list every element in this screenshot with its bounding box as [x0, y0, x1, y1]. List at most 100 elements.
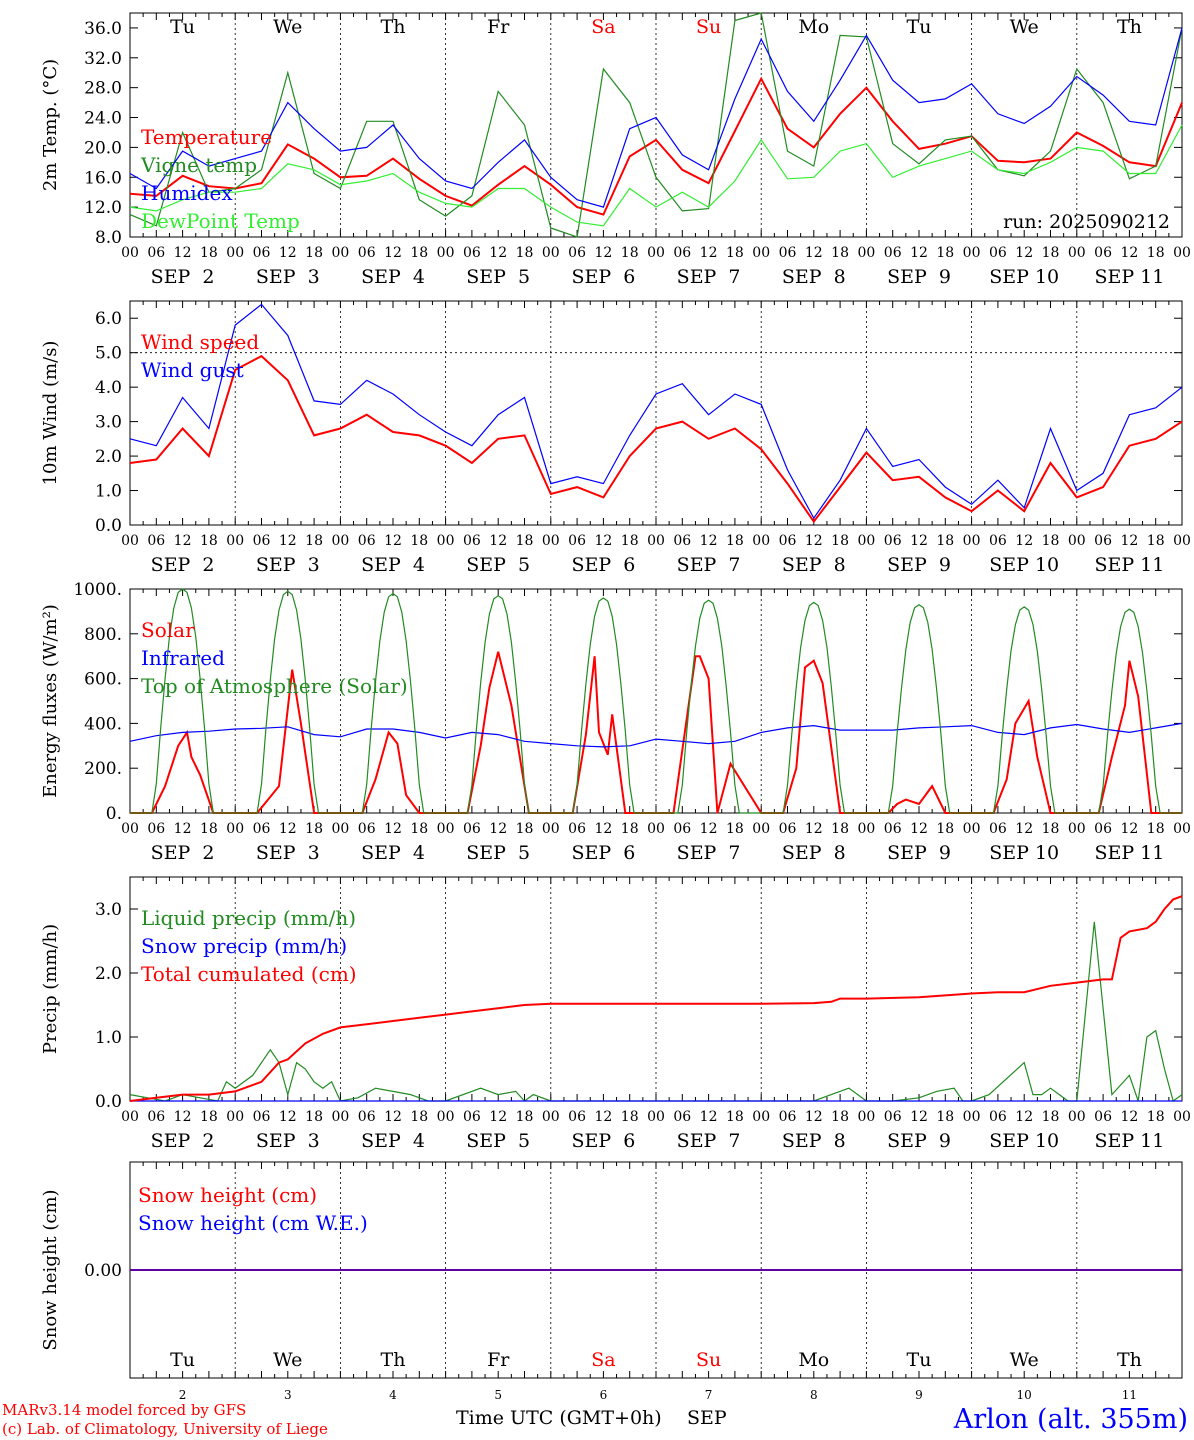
- station-title: Arlon (alt. 355m): [953, 1404, 1188, 1435]
- y-tick-label: 6.0: [95, 309, 122, 329]
- date-label: SEP 6: [571, 1130, 635, 1152]
- hour-tick-label: 18: [200, 1109, 218, 1125]
- hour-tick-label: 00: [647, 1109, 665, 1125]
- date-label: SEP 2: [151, 554, 215, 576]
- hour-tick-label: 00: [857, 821, 875, 837]
- hour-tick-label: 00: [963, 245, 981, 261]
- hour-tick-label: 06: [779, 821, 797, 837]
- y-tick-label: 32.0: [84, 49, 122, 69]
- hour-tick-label: 18: [726, 1109, 744, 1125]
- hour-tick-label: 12: [805, 533, 823, 549]
- day-name-label: Mo: [798, 1349, 829, 1371]
- hour-tick-label: 06: [673, 245, 691, 261]
- day-name-label: We: [273, 16, 302, 38]
- y-tick-label: 600.: [84, 670, 122, 690]
- hour-tick-label: 00: [542, 821, 560, 837]
- hour-tick-label: 00: [963, 821, 981, 837]
- temp-panel: 8.0 12.0 16.0 20.0 24.0 28.0 32.0 36.0 2m Temp. …: [40, 12, 1191, 288]
- hour-tick-label: 12: [594, 1109, 612, 1125]
- hour-tick-label: 18: [936, 245, 954, 261]
- hour-tick-label: 00: [857, 245, 875, 261]
- hour-tick-label: 12: [1015, 821, 1033, 837]
- legend-entry: Snow height (cm W.E.): [138, 1211, 368, 1235]
- hour-tick-label: 00: [331, 245, 349, 261]
- hour-tick-label: 06: [989, 533, 1007, 549]
- date-label: SEP 10: [989, 1130, 1059, 1152]
- hour-tick-label: 00: [331, 821, 349, 837]
- hour-tick-label: 12: [384, 245, 402, 261]
- y-tick-label: 1000.: [73, 580, 122, 600]
- hour-tick-label: 00: [1068, 245, 1086, 261]
- hour-tick-label: 06: [253, 245, 271, 261]
- y-tick-label: 0.0: [95, 516, 122, 536]
- date-label: SEP 9: [887, 266, 951, 288]
- date-label: SEP 8: [782, 1130, 846, 1152]
- hour-tick-label: 06: [463, 245, 481, 261]
- series-line-wind-gust: [129, 303, 1183, 520]
- date-label: SEP 3: [256, 1130, 320, 1152]
- series-line-temperature: [129, 76, 1183, 216]
- date-label: SEP 5: [466, 554, 530, 576]
- y-tick-label: 1.0: [95, 1028, 122, 1048]
- hour-tick-label: 12: [594, 821, 612, 837]
- hour-tick-label: 06: [989, 1109, 1007, 1125]
- hour-tick-label: 06: [989, 821, 1007, 837]
- hour-tick-label: 00: [1068, 821, 1086, 837]
- legend-entry: Infrared: [141, 646, 225, 670]
- hour-tick-label: 06: [779, 245, 797, 261]
- date-label: SEP 9: [887, 1130, 951, 1152]
- hour-tick-label: 18: [1042, 821, 1060, 837]
- date-label: SEP 9: [887, 842, 951, 864]
- hour-tick-label: 12: [910, 1109, 928, 1125]
- lab-credit: (c) Lab. of Climatology, University of L…: [2, 1420, 328, 1438]
- hour-tick-label: 00: [437, 1109, 455, 1125]
- day-name-label: Th: [1117, 1349, 1142, 1371]
- hour-tick-label: 18: [305, 245, 323, 261]
- legend-entry: Liquid precip (mm/h): [141, 906, 356, 930]
- hour-tick-label: 12: [805, 245, 823, 261]
- hour-tick-label: 12: [489, 821, 507, 837]
- date-label: SEP 3: [256, 842, 320, 864]
- hour-tick-label: 18: [726, 245, 744, 261]
- day-number-label: 9: [915, 1388, 923, 1402]
- hour-tick-label: 06: [568, 1109, 586, 1125]
- legend-entry: DewPoint Temp: [141, 209, 300, 233]
- hour-tick-label: 06: [884, 1109, 902, 1125]
- day-name-label: Sa: [591, 16, 615, 38]
- hour-tick-label: 00: [121, 1109, 139, 1125]
- date-label: SEP 8: [782, 554, 846, 576]
- hour-tick-label: 18: [831, 533, 849, 549]
- day-number-label: 8: [810, 1388, 818, 1402]
- hour-tick-label: 12: [1015, 1109, 1033, 1125]
- series-line-dewpoint-temp: [129, 124, 1183, 227]
- hour-tick-label: 06: [884, 533, 902, 549]
- day-number-label: 6: [600, 1388, 608, 1402]
- day-name-label: Su: [696, 1349, 721, 1371]
- legend-entry: Temperature: [141, 125, 272, 149]
- hour-tick-label: 00: [121, 245, 139, 261]
- hour-tick-label: 18: [726, 533, 744, 549]
- day-name-label: Tu: [907, 1349, 932, 1371]
- hour-tick-label: 18: [410, 245, 428, 261]
- hour-tick-label: 12: [489, 1109, 507, 1125]
- hour-tick-label: 12: [805, 821, 823, 837]
- hour-tick-label: 12: [700, 821, 718, 837]
- model-credit: MARv3.14 model forced by GFS: [2, 1401, 246, 1419]
- hour-tick-label: 18: [516, 821, 534, 837]
- hour-tick-label: 06: [253, 1109, 271, 1125]
- hour-tick-label: 00: [331, 1109, 349, 1125]
- hour-tick-label: 00: [963, 533, 981, 549]
- hour-tick-label: 18: [516, 245, 534, 261]
- date-label: SEP 7: [677, 1130, 741, 1152]
- hour-tick-label: 00: [752, 533, 770, 549]
- date-label: SEP 7: [677, 266, 741, 288]
- y-tick-label: 20.0: [84, 138, 122, 158]
- hour-tick-label: 00: [1173, 1109, 1191, 1125]
- hour-tick-label: 00: [226, 245, 244, 261]
- hour-tick-label: 06: [884, 821, 902, 837]
- hour-tick-label: 00: [226, 821, 244, 837]
- series-line-vigne-temp: [129, 12, 1183, 238]
- hour-tick-label: 12: [174, 821, 192, 837]
- hour-tick-label: 18: [1147, 1109, 1165, 1125]
- hour-tick-label: 18: [621, 245, 639, 261]
